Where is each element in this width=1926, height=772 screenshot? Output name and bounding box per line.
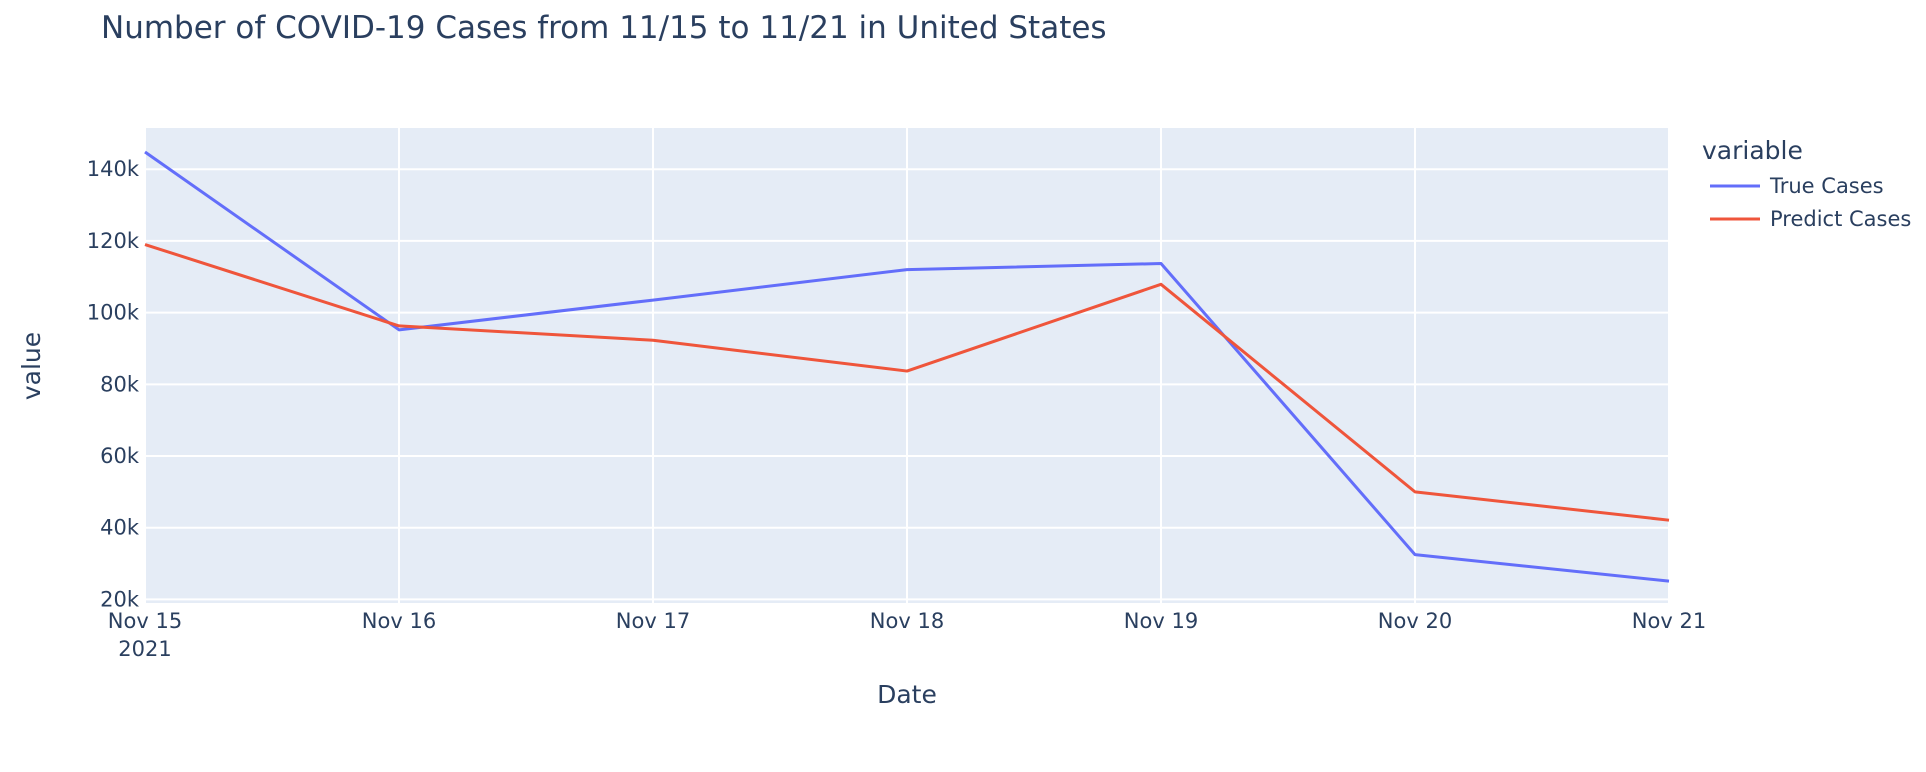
legend-label: Predict Cases bbox=[1770, 207, 1911, 231]
legend-item[interactable]: Predict Cases bbox=[1710, 207, 1911, 231]
y-axis-title: value bbox=[17, 332, 46, 400]
y-axis-ticks: 20k 40k 60k 80k 100k 120k 140k bbox=[87, 157, 140, 611]
y-tick-label: 40k bbox=[100, 516, 140, 540]
y-tick-label: 60k bbox=[100, 444, 140, 468]
series-line[interactable] bbox=[144, 150, 1670, 583]
x-tick-label: Nov 17 bbox=[616, 609, 690, 633]
series-predict-cases bbox=[144, 243, 1670, 522]
series-line[interactable] bbox=[144, 243, 1670, 522]
legend[interactable]: variable True Cases Predict Cases bbox=[1702, 136, 1911, 231]
x-gridlines bbox=[144, 128, 1670, 603]
x-tick-label: Nov 15 bbox=[108, 609, 182, 633]
y-tick-label: 100k bbox=[87, 301, 140, 325]
series-layer bbox=[144, 150, 1670, 583]
y-tick-label: 80k bbox=[100, 372, 140, 396]
x-tick-label: Nov 21 bbox=[1632, 609, 1706, 633]
x-axis-title: Date bbox=[877, 680, 937, 709]
chart-title: Number of COVID-19 Cases from 11/15 to 1… bbox=[101, 10, 1107, 46]
legend-item[interactable]: True Cases bbox=[1710, 174, 1884, 198]
legend-label: True Cases bbox=[1769, 174, 1884, 198]
x-axis-ticks: Nov 15 Nov 16 Nov 17 Nov 18 Nov 19 Nov 20 Nov … bbox=[108, 609, 1706, 633]
x-tick-label: Nov 18 bbox=[870, 609, 944, 633]
series-true-cases bbox=[144, 150, 1670, 583]
x-tick-label: Nov 19 bbox=[1124, 609, 1198, 633]
y-tick-label: 140k bbox=[87, 157, 140, 181]
x-tick-label: Nov 16 bbox=[362, 609, 436, 633]
legend-title: variable bbox=[1702, 136, 1803, 165]
y-tick-label: 120k bbox=[87, 229, 140, 253]
y-tick-label: 20k bbox=[100, 587, 140, 611]
x-tick-label: Nov 20 bbox=[1378, 609, 1452, 633]
x-year-label: 2021 bbox=[118, 637, 171, 661]
